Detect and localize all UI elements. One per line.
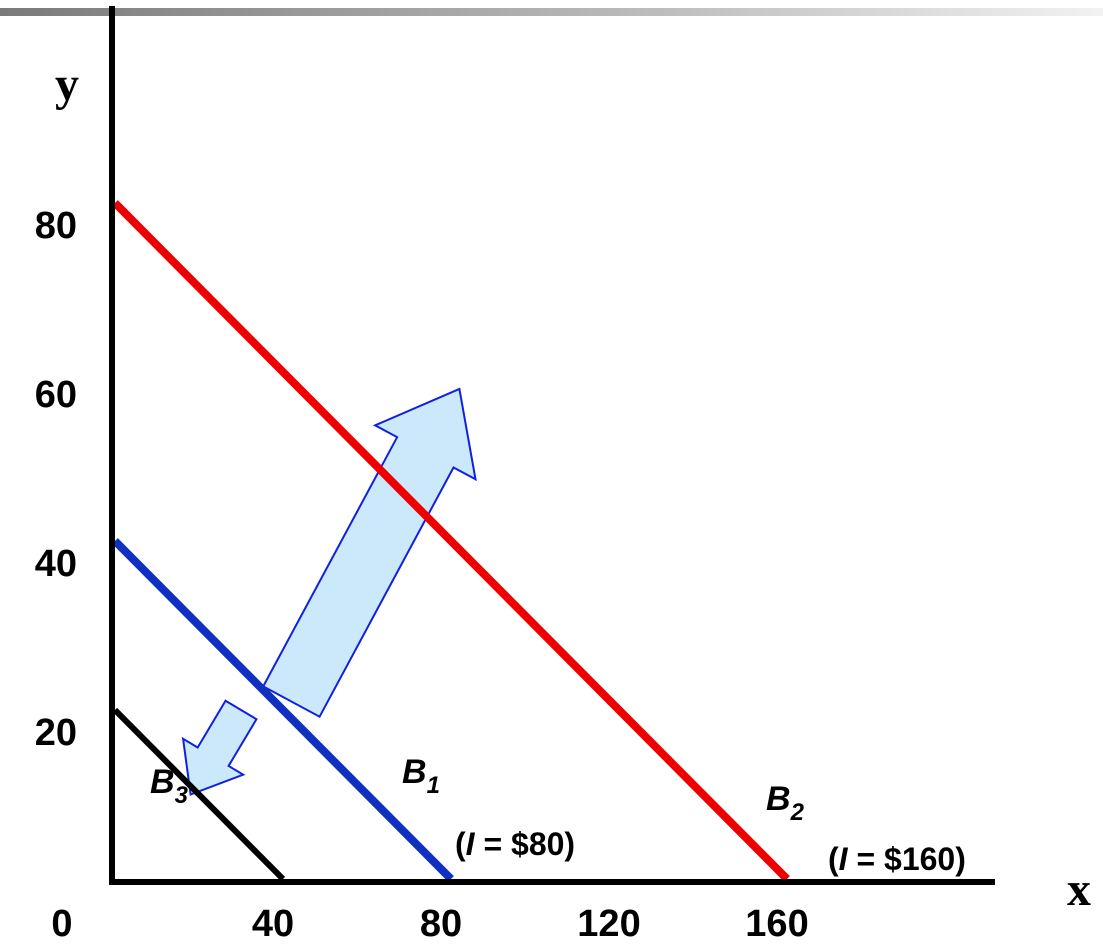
y-tick-label: 20	[35, 712, 77, 754]
x-tick-label: 120	[577, 903, 640, 945]
tick-labels: 0 40 80 120 160 20 40 60 80	[35, 205, 809, 945]
y-axis-label: y	[55, 58, 79, 111]
shift-out-arrow	[261, 387, 477, 719]
x-tick-label: 0	[51, 903, 72, 945]
x-tick-label: 160	[745, 903, 808, 945]
income-b2: (I = $160)	[828, 841, 966, 877]
shift-arrows	[181, 387, 477, 796]
budget-line-b2	[112, 200, 790, 882]
label-b3: B3	[150, 763, 189, 809]
y-tick-label: 80	[35, 205, 77, 247]
x-axis-label: x	[1067, 863, 1091, 916]
line-labels: B1 (I = $80) B2 (I = $160) B3	[150, 753, 966, 877]
y-tick-label: 60	[35, 374, 77, 416]
budget-line-b3	[112, 707, 286, 882]
y-tick-label: 40	[35, 543, 77, 585]
x-tick-label: 80	[420, 903, 462, 945]
x-tick-label: 40	[252, 903, 294, 945]
budget-line-b1	[112, 538, 454, 882]
shift-in-arrow	[181, 699, 258, 796]
income-b1: (I = $80)	[455, 826, 575, 862]
label-b1: B1	[402, 753, 440, 799]
budget-lines	[112, 200, 790, 882]
header-bar	[0, 8, 1103, 16]
label-b2: B2	[766, 780, 805, 826]
